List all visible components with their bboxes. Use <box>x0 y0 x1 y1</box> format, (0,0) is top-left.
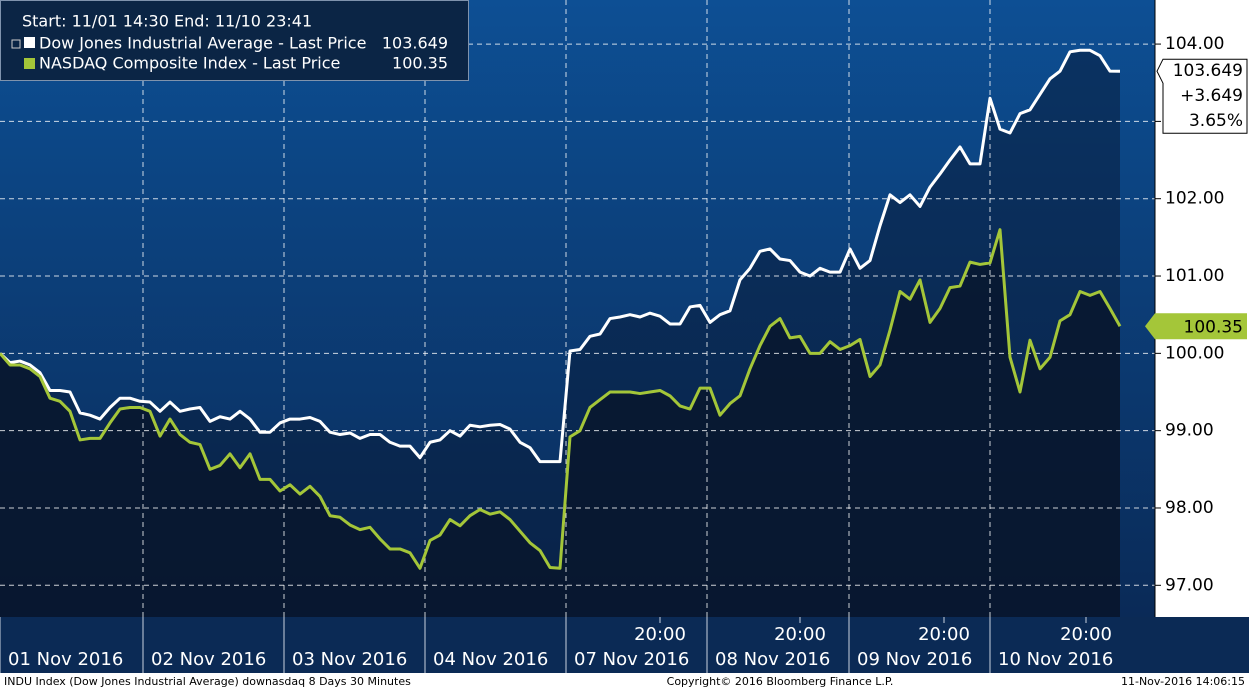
change-pct-label: 3.65% <box>1189 111 1243 131</box>
y-tick-label: 99.00 <box>1165 421 1214 441</box>
x-tick-label: 03 Nov 2016 <box>292 649 407 670</box>
last-price-label: 103.649 <box>1173 61 1243 81</box>
legend: Start: 11/01 14:30 End: 11/10 23:41 Dow … <box>0 0 469 81</box>
legend-label: Dow Jones Industrial Average - Last Pric… <box>39 34 366 53</box>
legend-swatch <box>24 37 35 48</box>
last-price-callout <box>1145 313 1247 340</box>
legend-toggle[interactable] <box>11 39 21 49</box>
legend-label: NASDAQ Composite Index - Last Price <box>39 54 340 73</box>
legend-swatch <box>24 58 35 69</box>
x-tick-label: 10 Nov 2016 <box>998 649 1113 670</box>
footer-left: INDU Index (Dow Jones Industrial Average… <box>4 675 411 688</box>
x-tick-label: 02 Nov 2016 <box>151 649 266 670</box>
x-tick-label: 07 Nov 2016 <box>574 649 689 670</box>
legend-box <box>0 0 469 81</box>
x-tick-label: 04 Nov 2016 <box>433 649 548 670</box>
legend-title: Start: 11/01 14:30 End: 11/10 23:41 <box>22 12 312 31</box>
x-tick-label: 09 Nov 2016 <box>857 649 972 670</box>
x-minor-tick-label: 20:00 <box>1060 624 1112 645</box>
change-label: +3.649 <box>1180 86 1243 106</box>
area <box>0 229 1120 617</box>
x-minor-tick-label: 20:00 <box>918 624 970 645</box>
y-tick-label: 104.00 <box>1165 34 1224 54</box>
footer-band <box>0 673 1249 690</box>
y-tick-label: 101.00 <box>1165 266 1224 286</box>
y-tick-label: 97.00 <box>1165 575 1214 595</box>
legend-value: 103.649 <box>382 34 448 53</box>
x-axis-band <box>0 617 1249 673</box>
footer-right: 11-Nov-2016 14:06:15 <box>1121 675 1245 688</box>
line <box>0 48 1121 464</box>
y-tick-label: 100.00 <box>1165 343 1224 363</box>
legend-value: 100.35 <box>392 54 448 73</box>
y-tick-label: 102.00 <box>1165 189 1224 209</box>
y-tick-label: 98.00 <box>1165 498 1214 518</box>
x-tick-label: 01 Nov 2016 <box>8 649 123 670</box>
last-price-label: 100.35 <box>1184 317 1243 337</box>
footer-center: Copyright© 2016 Bloomberg Finance L.P. <box>667 675 894 688</box>
x-minor-tick-label: 20:00 <box>634 624 686 645</box>
x-tick-label: 08 Nov 2016 <box>715 649 830 670</box>
line <box>0 228 1122 570</box>
x-minor-tick-label: 20:00 <box>774 624 826 645</box>
last-price-callout <box>1156 58 1248 134</box>
